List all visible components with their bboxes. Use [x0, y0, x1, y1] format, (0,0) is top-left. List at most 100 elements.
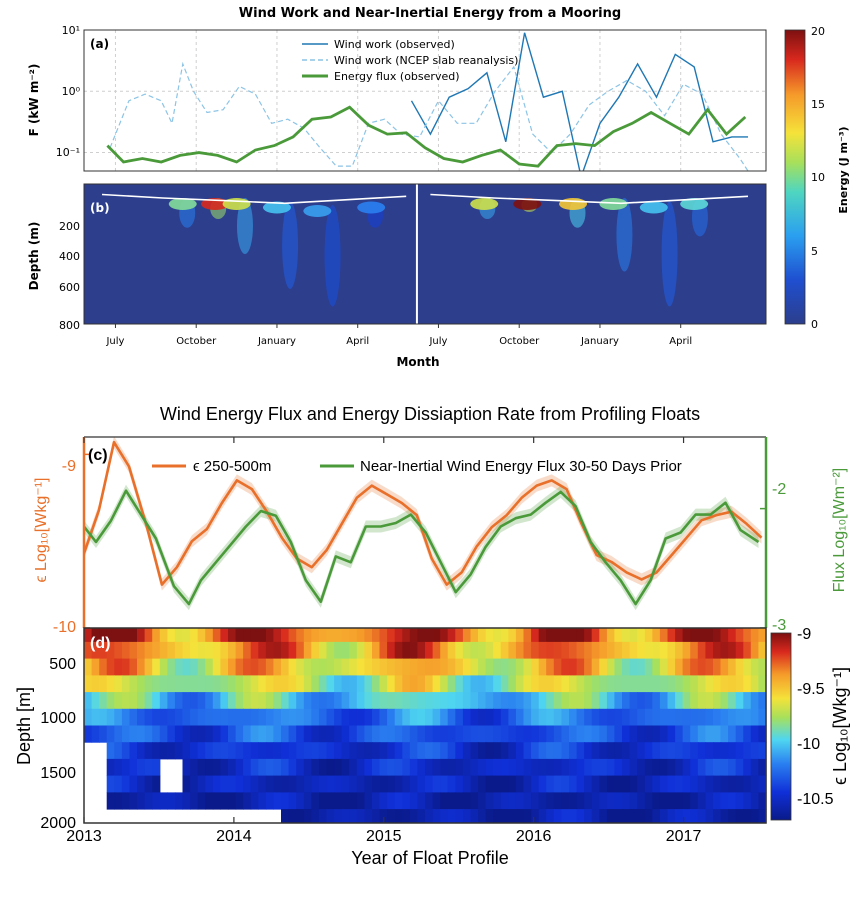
d-cell — [334, 792, 343, 810]
d-cell — [462, 675, 472, 693]
d-ytick-0: 500 — [49, 656, 76, 673]
d-cell — [622, 725, 631, 743]
d-cell — [114, 792, 123, 810]
d-cell — [409, 758, 418, 777]
d-cell — [387, 775, 396, 793]
d-cell — [447, 792, 456, 810]
d-cell — [561, 641, 570, 660]
d-cell — [311, 675, 320, 693]
d-cell — [318, 692, 328, 710]
d-cell — [167, 658, 176, 676]
d-cell — [743, 708, 752, 726]
d-cell — [682, 708, 691, 726]
d-cell — [508, 641, 517, 660]
bottom-cbar-label: ϵ Log₁₀[Wkg⁻¹] — [830, 667, 850, 785]
d-cell — [341, 708, 350, 726]
d-cell — [652, 628, 661, 643]
d-cell — [614, 628, 623, 643]
d-cell — [114, 658, 123, 676]
d-cell — [341, 658, 350, 676]
d-cell — [758, 792, 767, 810]
d-cell — [273, 725, 282, 743]
d-cell — [659, 742, 669, 760]
d-cell — [622, 708, 631, 726]
d-cell — [311, 725, 320, 743]
d-cell — [447, 692, 456, 710]
d-cell — [493, 708, 502, 726]
d-cell — [440, 675, 449, 693]
b-event-core-5 — [357, 201, 386, 214]
d-cell — [417, 628, 426, 643]
d-cell — [265, 675, 275, 693]
d-cell — [720, 641, 729, 660]
d-cell — [538, 792, 547, 810]
d-cell — [243, 775, 252, 793]
d-cell — [750, 775, 759, 793]
b-ytick-1: 400 — [59, 250, 80, 263]
d-cell — [417, 725, 426, 743]
d-cell — [106, 775, 115, 793]
d-cell — [614, 641, 623, 660]
d-cell — [250, 742, 259, 760]
d-cell — [728, 775, 737, 793]
c-series-line-0 — [84, 440, 763, 586]
d-cell — [591, 675, 600, 693]
d-cell — [485, 742, 494, 760]
d-cell — [538, 758, 547, 777]
d-cell — [425, 792, 434, 810]
d-cell — [364, 758, 373, 777]
d-cell — [303, 641, 312, 660]
d-cell — [440, 758, 449, 777]
d-cell — [190, 775, 199, 793]
b-event-streak-3 — [282, 201, 299, 289]
d-cell — [197, 725, 206, 743]
d-cell — [190, 708, 199, 726]
b-ytick-0: 200 — [59, 220, 80, 233]
d-cell — [478, 675, 487, 693]
d-cell — [447, 708, 456, 726]
d-ylabel: Depth [m] — [14, 687, 34, 765]
d-cell — [235, 708, 244, 726]
d-cell — [212, 628, 221, 643]
d-cell — [606, 725, 616, 743]
d-cell — [341, 809, 350, 824]
d-cell — [190, 628, 199, 643]
d-cell — [690, 775, 699, 793]
d-cell — [553, 628, 562, 643]
d-cell — [637, 708, 646, 726]
d-cell — [485, 628, 494, 643]
d-cell — [720, 628, 729, 643]
d-cell — [265, 692, 275, 710]
d-cell — [273, 675, 282, 693]
panel-c-legend: ϵ 250-500m Near-Inertial Wind Energy Flu… — [152, 458, 682, 475]
d-cell — [523, 628, 532, 643]
d-cell — [417, 809, 426, 824]
d-cell — [523, 775, 532, 793]
d-cell — [561, 758, 570, 777]
d-cell — [546, 809, 555, 824]
d-cell — [425, 628, 434, 643]
d-cell — [493, 641, 502, 660]
top-colorbar-gradient — [784, 29, 806, 325]
d-cell — [690, 809, 699, 824]
d-cell — [409, 675, 418, 693]
d-cell — [235, 792, 244, 810]
d-cell — [394, 692, 403, 710]
d-cell — [114, 692, 123, 710]
d-cell — [129, 758, 138, 777]
d-cell — [250, 758, 259, 777]
d-cell — [296, 658, 305, 676]
d-cell — [599, 809, 608, 824]
d-cell — [121, 692, 131, 710]
d-cell — [182, 692, 191, 710]
d-cell — [652, 758, 661, 777]
d-cell — [728, 809, 737, 824]
d-cell — [182, 675, 191, 693]
d-cell — [243, 725, 252, 743]
d-cell — [364, 628, 373, 643]
d-cell — [235, 775, 244, 793]
d-cell — [265, 758, 275, 777]
d-cell — [273, 628, 282, 643]
d-cell — [258, 742, 267, 760]
